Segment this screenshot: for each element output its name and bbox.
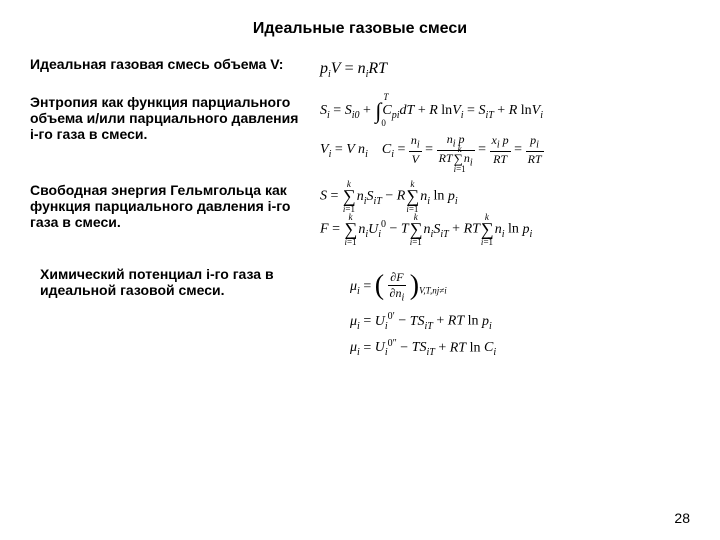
label-helmholtz: Свободная энергия Гельмгольца как функци… [30,182,320,230]
eq-ideal-gas: piV = niRT [320,56,690,84]
section-ideal-gas: Идеальная газовая смесь объема V: piV = … [30,56,690,84]
page-number: 28 [674,510,690,526]
label-chempot: Химический потенциал i-го газа в идеальн… [30,266,350,298]
section-helmholtz: Свободная энергия Гельмгольца как функци… [30,182,690,244]
eq-entropy: Si = Si0 + ∫T0CpidT + R lnVi = SiT + R l… [320,94,690,172]
section-chempot: Химический потенциал i-го газа в идеальн… [30,266,690,362]
section-entropy: Энтропия как функция парциального объема… [30,94,690,172]
label-entropy: Энтропия как функция парциального объема… [30,94,320,142]
page-title: Идеальные газовые смеси [30,20,690,38]
eq-helmholtz: S = ∑ki=1niSiT − R∑ki=1ni ln pi F = ∑ki=… [320,182,690,244]
label-ideal-gas: Идеальная газовая смесь объема V: [30,56,320,72]
eq-chempot: μi = ( ∂F∂ni ) V,T,nj≠i μi = Ui0′ − TSiT… [350,266,690,362]
